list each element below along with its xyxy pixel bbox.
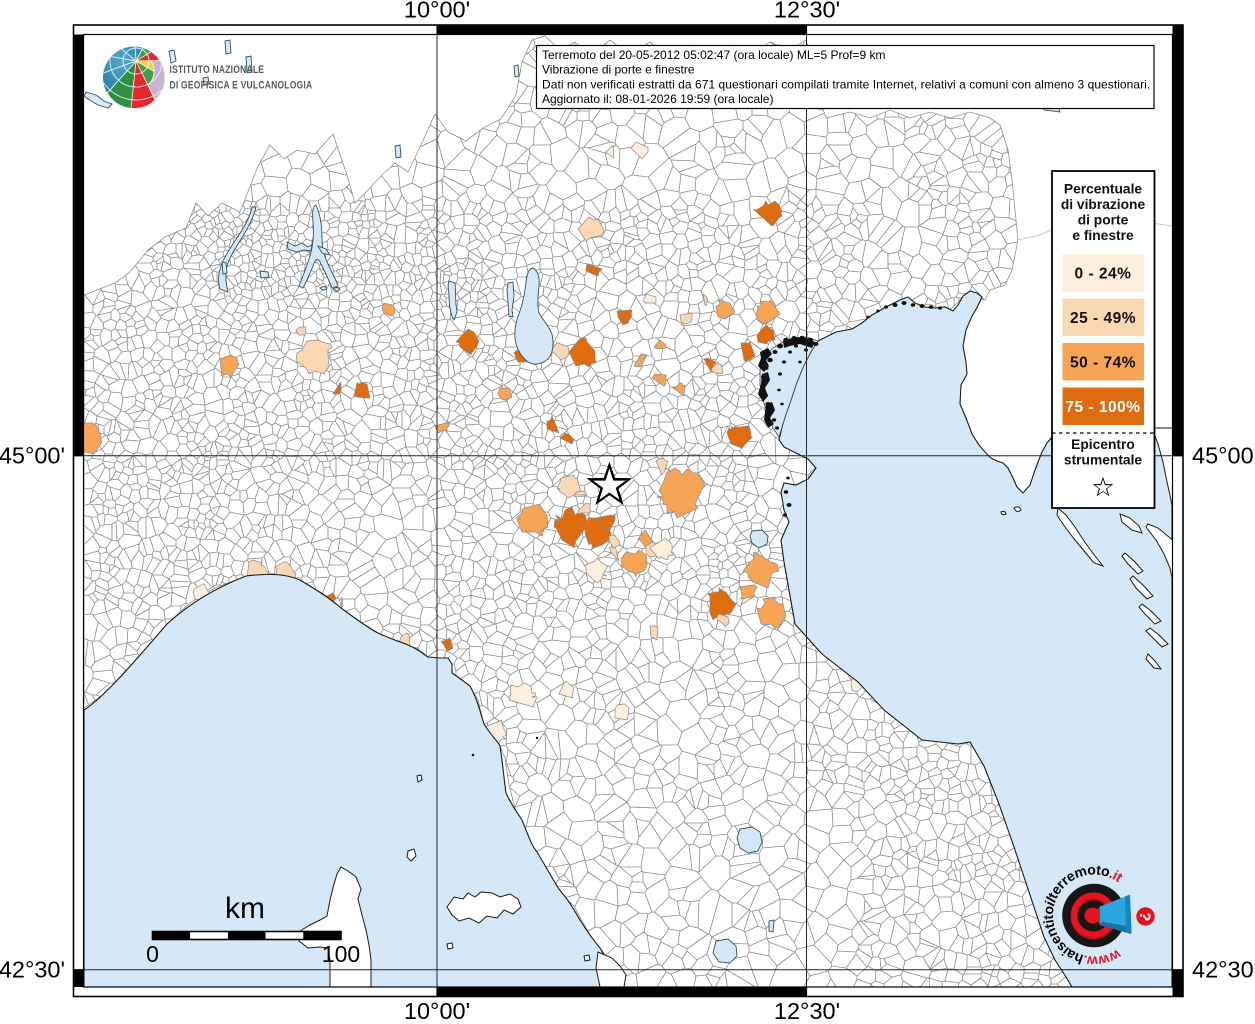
- svg-text:75 - 100%: 75 - 100%: [1065, 399, 1140, 416]
- svg-text:km: km: [225, 892, 265, 925]
- svg-text:di porte: di porte: [1078, 213, 1129, 228]
- svg-text:12°30': 12°30': [774, 998, 840, 1024]
- svg-text:10°00': 10°00': [404, 0, 470, 23]
- svg-text:12°30': 12°30': [774, 0, 840, 23]
- svg-text:100: 100: [322, 941, 360, 967]
- svg-text:50 - 74%: 50 - 74%: [1070, 354, 1136, 371]
- svg-text:10°00': 10°00': [404, 998, 470, 1024]
- svg-text:?: ?: [1135, 910, 1153, 922]
- svg-text:42°30': 42°30': [0, 957, 65, 983]
- svg-text:e finestre: e finestre: [1072, 228, 1134, 243]
- svg-text:25 - 49%: 25 - 49%: [1070, 310, 1136, 327]
- svg-text:Terremoto del 20-05-2012 05:02: Terremoto del 20-05-2012 05:02:47 (ora l…: [542, 48, 886, 62]
- svg-text:strumentale: strumentale: [1064, 453, 1143, 468]
- svg-text:45°00': 45°00': [0, 443, 65, 469]
- svg-text:Dati non verificati estratti d: Dati non verificati estratti da 671 ques…: [542, 77, 1150, 91]
- svg-text:DI GEOFISICA E VULCANOLOGIA: DI GEOFISICA E VULCANOLOGIA: [170, 79, 313, 91]
- svg-text:Epicentro: Epicentro: [1071, 437, 1135, 452]
- svg-text:42°30': 42°30': [1192, 957, 1255, 983]
- svg-text:Aggiornato il: 08-01-2026 19:5: Aggiornato il: 08-01-2026 19:59 (ora loc…: [542, 92, 773, 106]
- svg-text:0: 0: [146, 941, 159, 967]
- svg-text:di vibrazione: di vibrazione: [1061, 197, 1146, 212]
- svg-text:ISTITUTO NAZIONALE: ISTITUTO NAZIONALE: [170, 64, 265, 76]
- svg-text:Percentuale: Percentuale: [1064, 182, 1143, 197]
- svg-text:0 - 24%: 0 - 24%: [1075, 265, 1132, 282]
- svg-text:45°00': 45°00': [1192, 443, 1255, 469]
- svg-text:Vibrazione di porte e finestre: Vibrazione di porte e finestre: [542, 63, 695, 77]
